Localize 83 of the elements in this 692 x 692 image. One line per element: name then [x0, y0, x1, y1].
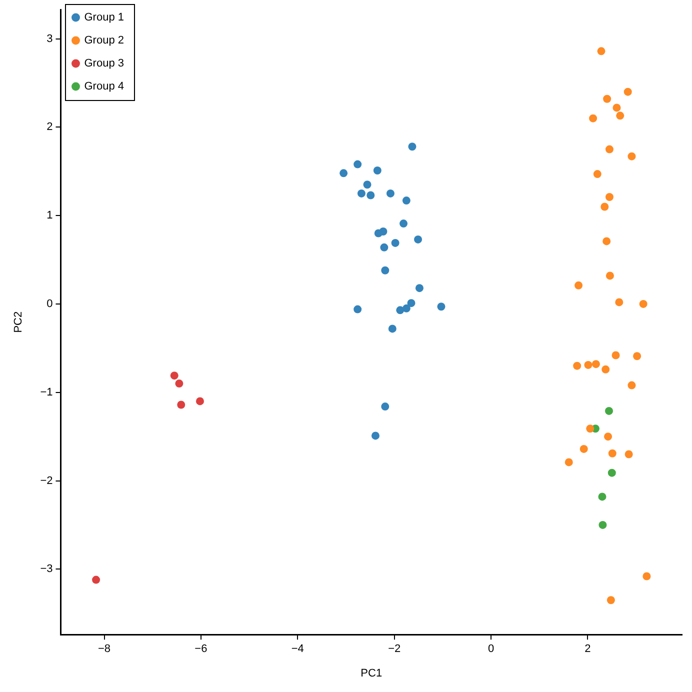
legend-label: Group 2 [84, 34, 124, 47]
point [589, 114, 598, 122]
y-tick-label: 3 [46, 32, 53, 45]
point [407, 299, 416, 308]
x-tick-label: 0 [488, 643, 494, 656]
point [415, 284, 424, 292]
point [608, 468, 616, 477]
point [603, 94, 612, 103]
point [597, 47, 606, 56]
point [357, 189, 366, 198]
legend-label: Group 4 [84, 80, 124, 93]
point [414, 235, 422, 244]
point [437, 302, 446, 311]
point [600, 202, 609, 211]
point [388, 324, 396, 333]
y-tick-label: −1 [40, 386, 53, 398]
x-axis-title: PC1 [360, 667, 382, 680]
point [612, 351, 620, 360]
point [380, 243, 388, 252]
y-tick-label: 0 [46, 298, 53, 310]
point [606, 272, 614, 280]
x-tick-label: −2 [388, 643, 401, 656]
point [408, 142, 416, 151]
point [196, 397, 204, 406]
point [400, 220, 408, 228]
point [340, 169, 348, 178]
point [371, 432, 380, 440]
point [580, 444, 588, 453]
point [402, 304, 410, 312]
point [177, 400, 186, 409]
point [386, 189, 394, 198]
point [363, 180, 372, 189]
y-tick-label: 2 [46, 121, 53, 134]
point [624, 450, 633, 458]
point [605, 193, 614, 202]
point [391, 238, 400, 247]
legend-label: Group 3 [84, 58, 124, 70]
point [586, 424, 594, 433]
point [175, 380, 184, 388]
point [592, 360, 600, 368]
point [573, 362, 582, 370]
point [604, 432, 612, 441]
y-tick-label: −3 [40, 563, 53, 576]
y-tick-label: −2 [40, 474, 53, 487]
x-tick-label: −8 [98, 643, 111, 656]
point [593, 170, 602, 178]
point [354, 305, 362, 314]
point [642, 572, 651, 580]
y-tick-label: 1 [46, 210, 53, 222]
x-tick-label: −4 [291, 643, 304, 656]
point [606, 596, 615, 604]
x-tick-label: 2 [584, 643, 591, 656]
legend-label: Group 1 [84, 12, 124, 24]
point [564, 458, 573, 466]
point [604, 406, 613, 415]
point [639, 300, 648, 308]
point [374, 229, 382, 238]
point [584, 360, 592, 369]
point [612, 104, 621, 112]
point [602, 237, 611, 246]
point [366, 191, 375, 200]
point [608, 449, 616, 458]
point [574, 281, 583, 290]
point [598, 520, 607, 529]
point [628, 381, 636, 390]
point [633, 352, 642, 360]
point [354, 160, 362, 168]
point [605, 145, 614, 154]
point [373, 166, 382, 174]
point [628, 152, 636, 160]
point [616, 112, 624, 120]
point [92, 576, 100, 584]
point [624, 88, 632, 96]
point [402, 196, 410, 205]
point [598, 492, 606, 501]
point [615, 298, 624, 306]
point [381, 402, 390, 411]
y-axis-title: PC2 [12, 311, 25, 333]
point [396, 306, 404, 314]
x-tick-label: −6 [194, 643, 208, 656]
point [602, 365, 610, 374]
point [170, 372, 178, 380]
point [381, 266, 390, 274]
